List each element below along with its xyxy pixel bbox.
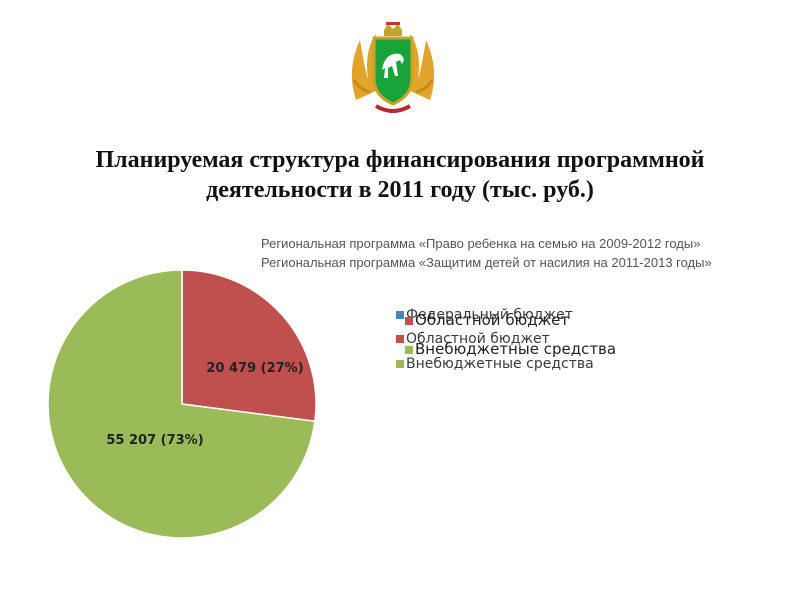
legend-label: Внебюджетные средства [415, 340, 617, 358]
legend-label: Областной бюджет [415, 311, 570, 329]
legend-swatch [396, 335, 404, 343]
legend-label: Внебюджетные средства [406, 356, 594, 372]
pie-data-label-0: 20 479 (27%) [206, 361, 303, 376]
legend-swatch [405, 316, 413, 325]
slide-title: Планируемая структура финансирования про… [40, 145, 760, 205]
legend-item: Областной бюджет [405, 312, 569, 328]
legend-item: Областной бюджет [396, 331, 550, 347]
pie-data-label-1: 55 207 (73%) [106, 433, 203, 448]
legend-label: Областной бюджет [406, 331, 550, 347]
chart-subtitle-1: Региональная программа «Право ребенка на… [261, 236, 701, 251]
slide-title-line-2: деятельности в 2011 году (тыс. руб.) [206, 177, 594, 203]
legend-item: Внебюджетные средства [396, 356, 594, 372]
legend-item: Федеральный бюджет [396, 307, 573, 323]
pie-slice-1 [47, 269, 316, 539]
pie-slice-0 [181, 269, 317, 423]
legend-item: Внебюджетные средства [405, 341, 616, 357]
slide-title-line-1: Планируемая структура финансирования про… [95, 147, 705, 173]
legend-swatch [396, 311, 404, 319]
regional-coat-of-arms-icon [351, 22, 435, 113]
chart-subtitle-2: Региональная программа «Защитим детей от… [261, 255, 712, 270]
legend-label: Федеральный бюджет [406, 307, 573, 323]
legend-swatch [405, 345, 413, 354]
legend-swatch [396, 360, 404, 368]
